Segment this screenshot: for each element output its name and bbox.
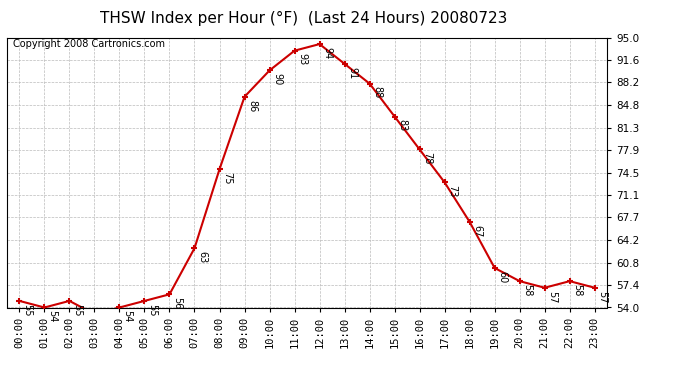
Text: 55: 55 (72, 304, 82, 316)
Text: 88: 88 (373, 86, 382, 99)
Text: THSW Index per Hour (°F)  (Last 24 Hours) 20080723: THSW Index per Hour (°F) (Last 24 Hours)… (100, 11, 507, 26)
Text: 55: 55 (22, 304, 32, 316)
Text: 54: 54 (122, 310, 132, 322)
Text: 60: 60 (497, 271, 507, 283)
Text: 67: 67 (473, 225, 482, 237)
Text: 58: 58 (573, 284, 582, 296)
Text: 63: 63 (197, 251, 207, 263)
Text: 91: 91 (347, 67, 357, 79)
Text: 56: 56 (172, 297, 182, 309)
Text: 93: 93 (297, 54, 307, 66)
Text: 83: 83 (397, 119, 407, 132)
Text: 94: 94 (322, 47, 333, 59)
Text: 90: 90 (273, 73, 282, 86)
Text: 58: 58 (522, 284, 533, 296)
Text: 57: 57 (598, 291, 607, 303)
Text: 86: 86 (247, 99, 257, 112)
Text: 75: 75 (222, 172, 233, 184)
Text: 78: 78 (422, 152, 433, 165)
Text: 55: 55 (147, 304, 157, 316)
Text: 53: 53 (0, 374, 1, 375)
Text: Copyright 2008 Cartronics.com: Copyright 2008 Cartronics.com (13, 39, 165, 49)
Text: 57: 57 (547, 291, 558, 303)
Text: 54: 54 (47, 310, 57, 322)
Text: 73: 73 (447, 185, 457, 198)
